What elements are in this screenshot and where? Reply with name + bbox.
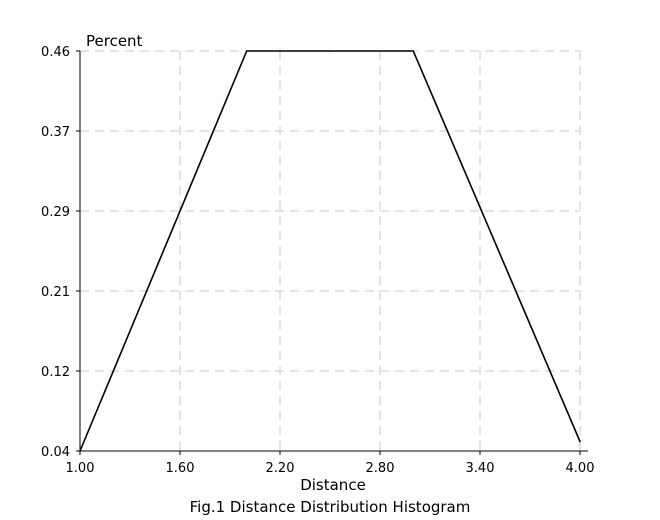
x-tick-label: 4.00 <box>566 461 595 476</box>
y-tick-label: 0.37 <box>41 125 70 140</box>
x-tick-label: 3.40 <box>466 461 495 476</box>
x-tick-label: 2.20 <box>266 461 295 476</box>
data-point <box>245 50 248 52</box>
data-point <box>329 50 331 52</box>
axes <box>76 50 588 455</box>
y-axis-title: Percent <box>86 32 143 50</box>
grid <box>80 50 581 451</box>
y-tick-label: 0.21 <box>41 285 70 300</box>
data-point <box>579 440 581 443</box>
figure-caption: Fig.1 Distance Distribution Histogram <box>190 498 471 516</box>
tick-labels: 1.00 1.60 2.20 2.80 3.40 4.00 0.04 0.12 0.21 0.29… <box>41 45 594 476</box>
data-point <box>79 450 81 452</box>
data-point <box>412 50 415 52</box>
x-tick-label: 2.80 <box>366 461 395 476</box>
x-tick-label: 1.60 <box>166 461 195 476</box>
series <box>79 50 581 452</box>
series-line <box>79 50 581 452</box>
y-tick-label: 0.12 <box>41 365 70 380</box>
y-tick-label: 0.29 <box>41 205 70 220</box>
x-axis-title: Distance <box>300 476 366 494</box>
y-tick-label: 0.04 <box>41 445 70 460</box>
x-tick-label: 1.00 <box>66 461 95 476</box>
y-tick-label: 0.46 <box>41 45 70 60</box>
